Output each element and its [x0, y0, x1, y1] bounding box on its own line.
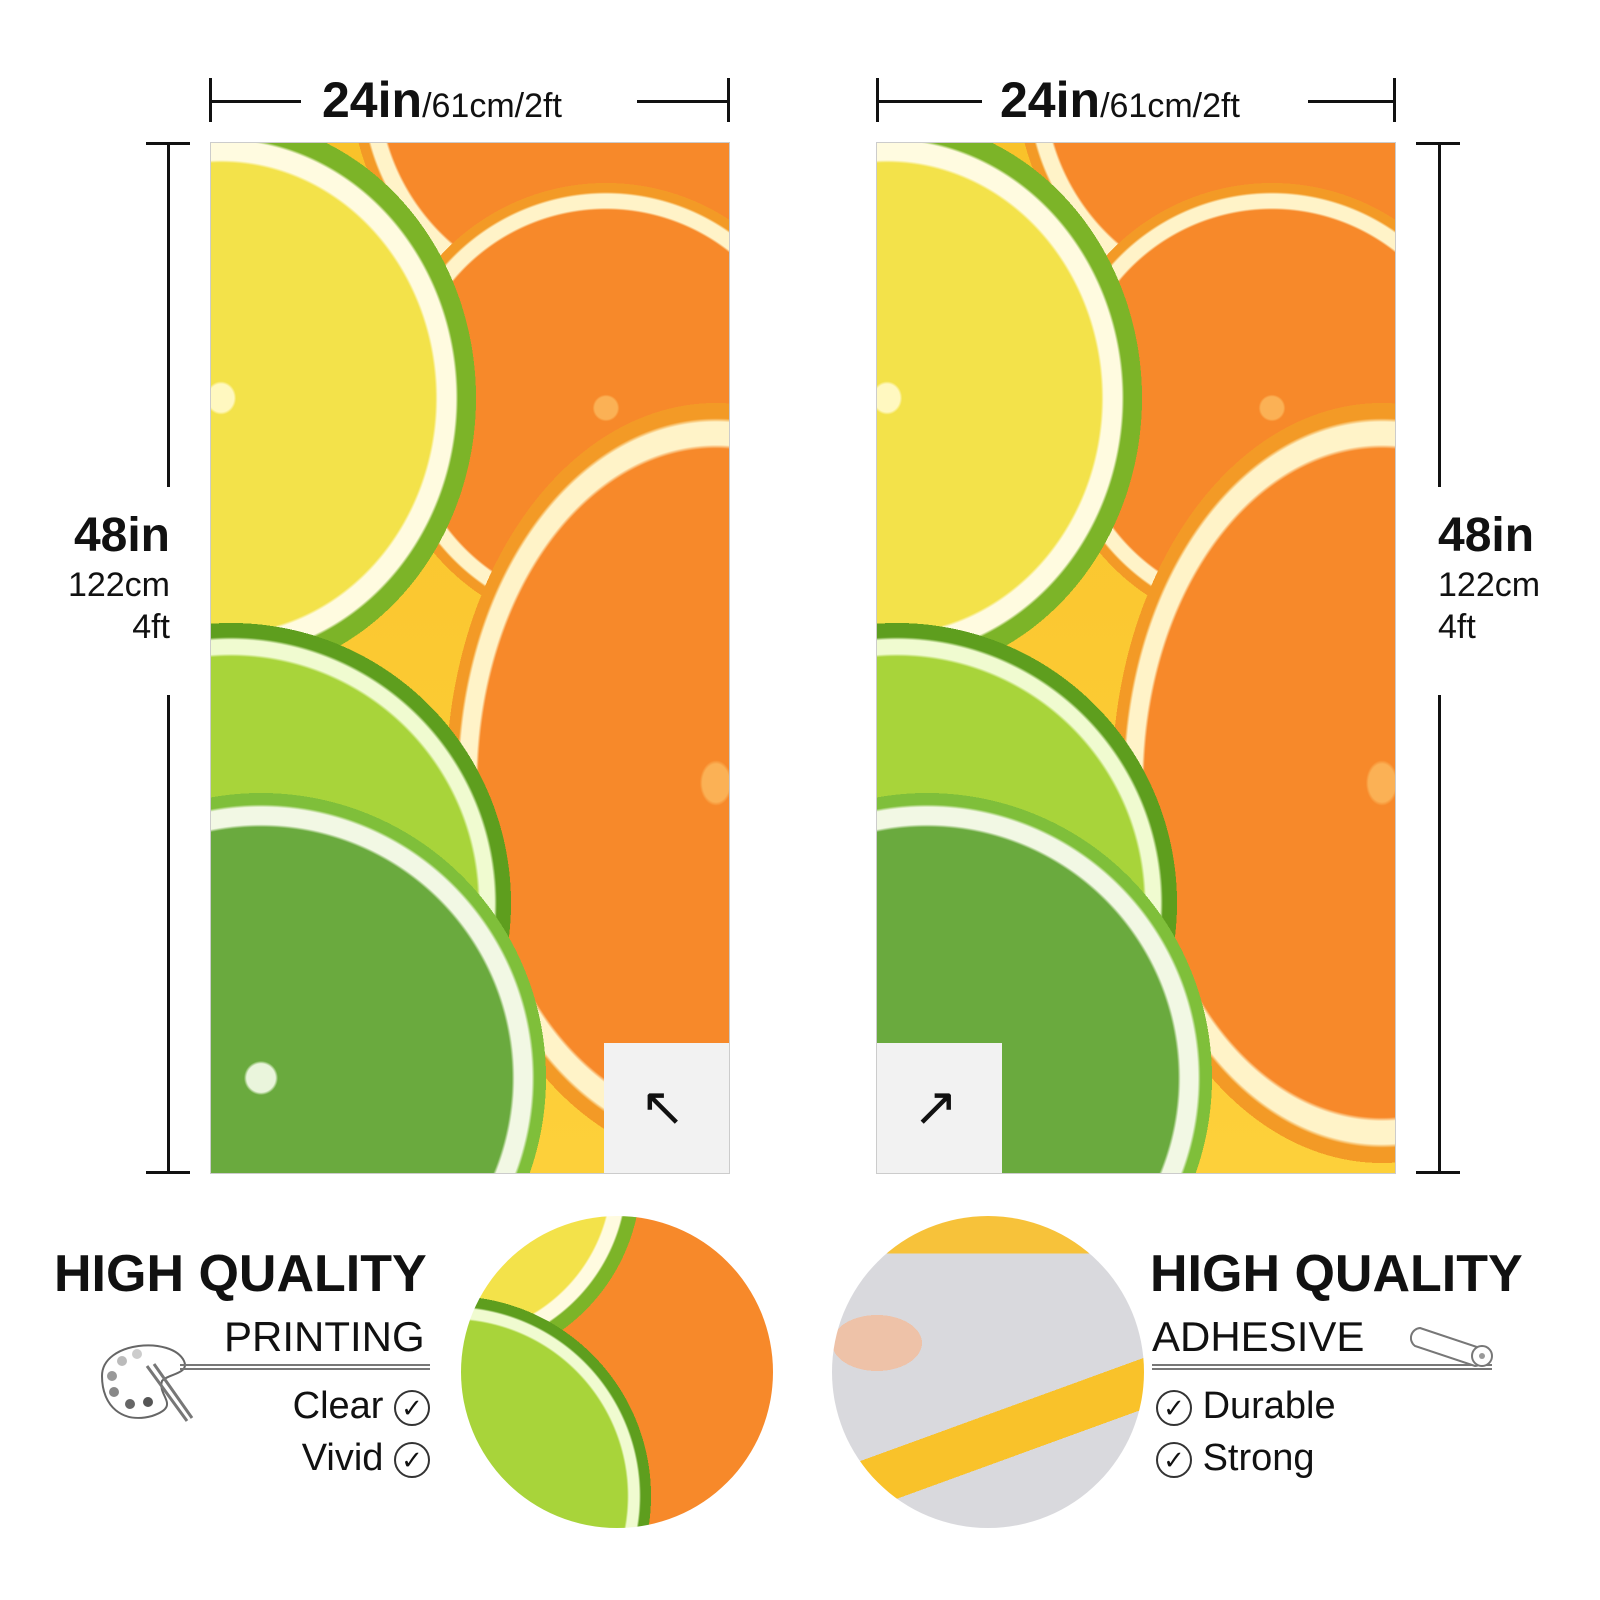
left-width-sub: /61cm/2ft	[422, 87, 562, 125]
peel-arrow-icon: ↗	[913, 1077, 959, 1137]
adhesive-underline	[1152, 1364, 1492, 1370]
check-icon: ✓	[1156, 1389, 1192, 1426]
printing-title: HIGH QUALITY	[54, 1245, 427, 1303]
roll-icon	[1409, 1318, 1500, 1373]
printing-subtitle: PRINTING	[224, 1313, 425, 1360]
peel-corner: ↖	[604, 1043, 729, 1173]
peel-corner: ↗	[877, 1043, 1002, 1173]
print-detail-closeup	[461, 1216, 773, 1528]
adhesive-subtitle: ADHESIVE	[1152, 1313, 1365, 1360]
check-icon: ✓	[394, 1441, 430, 1478]
left-height-main: 48in	[73, 509, 170, 562]
right-height-ft: 4ft	[1438, 608, 1476, 646]
left-wallpaper-panel: ↖	[210, 142, 730, 1174]
feature-strong: ✓ Strong	[1156, 1436, 1315, 1480]
palette-icon	[92, 1336, 202, 1431]
adhesive-title: HIGH QUALITY	[1150, 1245, 1523, 1303]
feature-durable: ✓ Durable	[1156, 1384, 1336, 1428]
right-width-sub: /61cm/2ft	[1100, 87, 1240, 125]
adhesive-detail-closeup	[832, 1216, 1144, 1528]
left-height-cm: 122cm	[67, 566, 170, 604]
feature-clear: Clear ✓	[293, 1384, 430, 1428]
check-icon: ✓	[394, 1389, 430, 1426]
left-width-main: 24in	[322, 72, 423, 128]
check-icon: ✓	[1156, 1441, 1192, 1478]
peel-arrow-icon: ↖	[640, 1077, 686, 1137]
right-height-cm: 122cm	[1438, 566, 1541, 604]
right-width-main: 24in	[1000, 72, 1101, 128]
left-height-ft: 4ft	[132, 608, 170, 646]
right-height-main: 48in	[1438, 509, 1535, 562]
printing-underline	[180, 1364, 430, 1370]
right-wallpaper-panel: ↗	[876, 142, 1396, 1174]
feature-vivid: Vivid ✓	[302, 1436, 430, 1480]
